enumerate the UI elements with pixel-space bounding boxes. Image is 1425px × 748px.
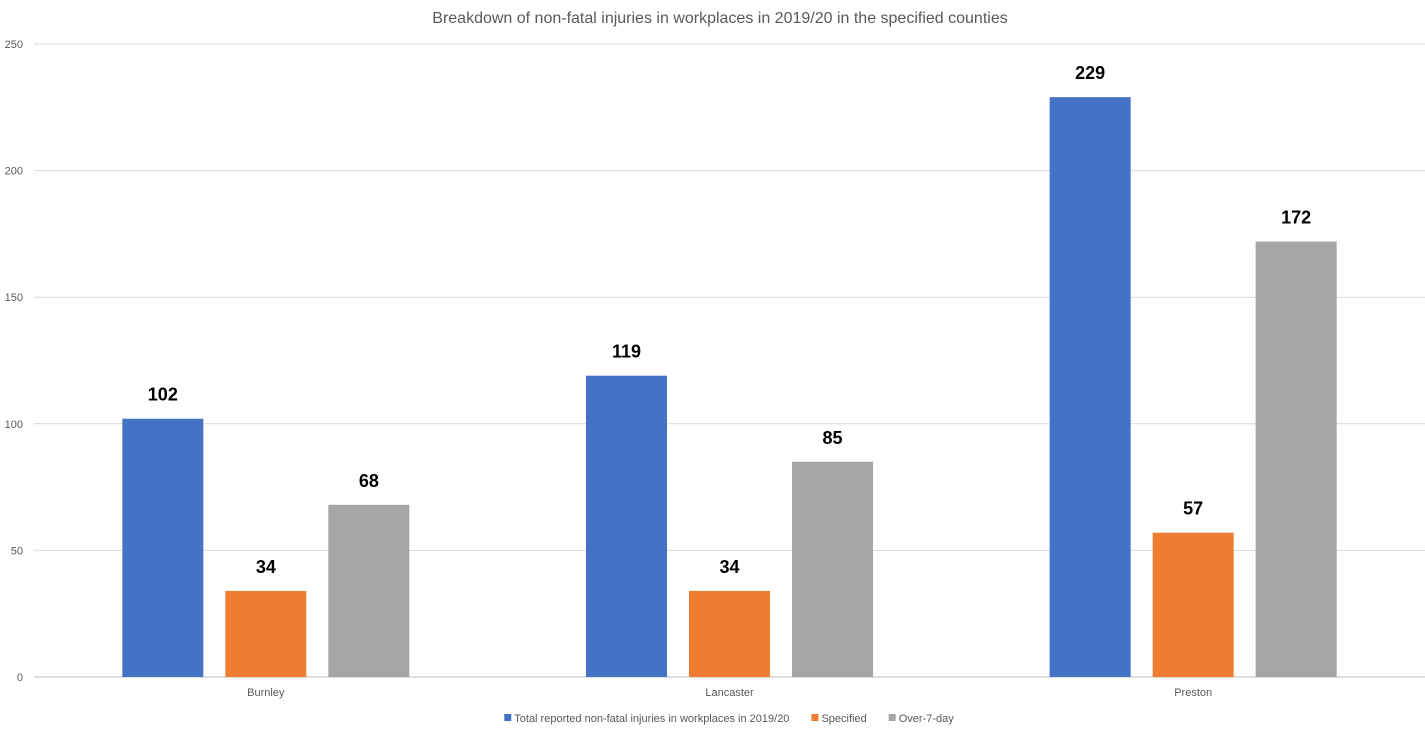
y-tick-label: 200 <box>5 166 23 178</box>
data-label: 172 <box>1281 207 1311 227</box>
bar-preston-3 <box>1255 241 1337 677</box>
y-tick-label: 150 <box>5 292 23 304</box>
y-tick-label: 50 <box>11 545 23 557</box>
data-label: 34 <box>256 557 276 577</box>
legend: Total reported non-fatal injuries in wor… <box>504 713 954 725</box>
bar-preston-1 <box>1049 97 1131 677</box>
data-label: 102 <box>148 385 178 405</box>
bar-preston-2 <box>1152 532 1234 677</box>
bar-lancaster-1 <box>586 375 667 677</box>
y-tick-label: 100 <box>5 419 23 431</box>
legend-swatch <box>504 714 512 721</box>
data-label: 57 <box>1183 499 1203 519</box>
x-tick-label: Burnley <box>247 687 285 699</box>
legend-label: Specified <box>821 713 866 725</box>
bar-burnley-3 <box>328 504 410 677</box>
y-tick-label: 250 <box>5 39 23 51</box>
legend-item: Total reported non-fatal injuries in wor… <box>504 713 789 725</box>
data-label: 68 <box>359 471 379 491</box>
legend-label: Total reported non-fatal injuries in wor… <box>514 713 789 725</box>
data-label: 229 <box>1075 63 1105 83</box>
y-tick-label: 0 <box>17 672 23 684</box>
legend-label: Over-7-day <box>899 713 955 725</box>
x-tick-label: Lancaster <box>705 687 754 699</box>
data-label: 34 <box>719 557 739 577</box>
x-tick-label: Preston <box>1174 687 1212 699</box>
bar-lancaster-3 <box>792 461 873 677</box>
legend-item: Over-7-day <box>888 713 955 725</box>
legend-item: Specified <box>811 713 867 725</box>
x-axis: Burnley Lancaster Preston <box>247 687 1212 699</box>
legend-swatch <box>811 714 819 721</box>
bar-burnley-2 <box>225 590 307 677</box>
bars <box>122 97 1337 677</box>
y-axis: 0 50 100 150 200 250 <box>5 39 23 684</box>
bar-lancaster-2 <box>689 590 770 677</box>
chart-title: Breakdown of non-fatal injuries in workp… <box>432 10 1007 27</box>
data-label: 85 <box>822 428 842 448</box>
data-labels: 102 34 68 119 34 85 229 57 172 <box>148 63 1311 577</box>
bar-burnley-1 <box>122 418 204 677</box>
data-label: 119 <box>612 342 641 362</box>
legend-swatch <box>888 714 896 721</box>
